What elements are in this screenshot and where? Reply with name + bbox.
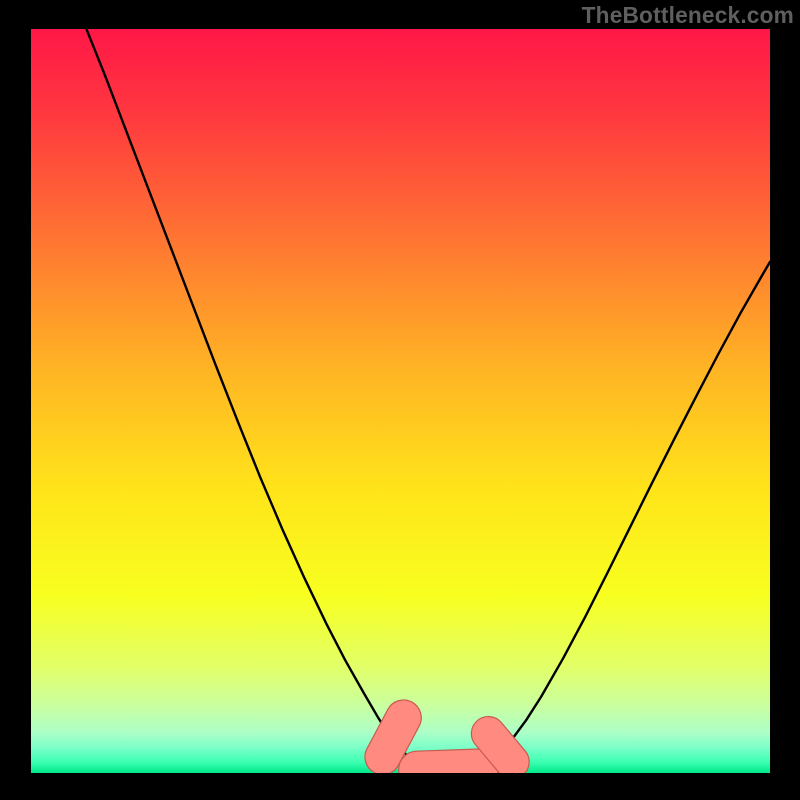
outer-frame: TheBottleneck.com	[0, 0, 800, 800]
gradient-background	[31, 29, 770, 773]
watermark-text: TheBottleneck.com	[582, 2, 794, 29]
plot-svg	[31, 29, 770, 773]
plot-area	[31, 29, 770, 773]
